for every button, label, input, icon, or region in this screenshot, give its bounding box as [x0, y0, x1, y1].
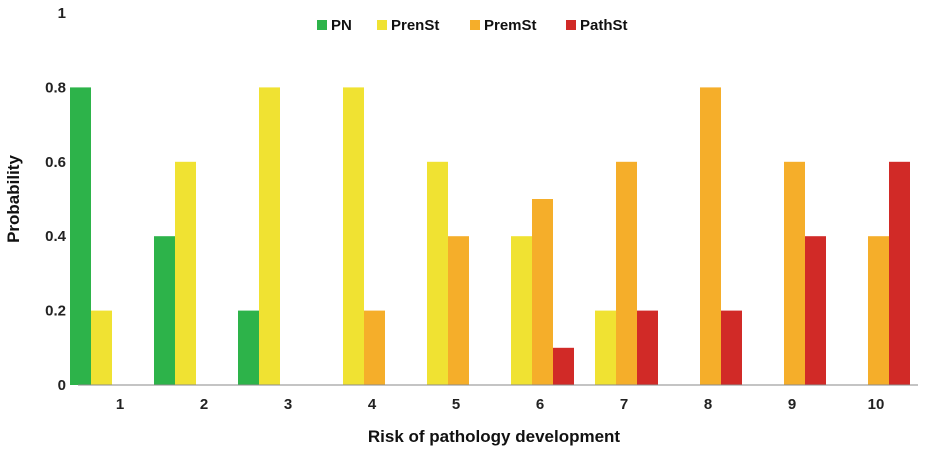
y-ticks: 0 0.2 0.4 0.6 0.8 1: [45, 5, 67, 394]
x-tick-label: 1: [116, 396, 124, 413]
bar-prenst-6: [511, 236, 532, 385]
bar-premst-9: [784, 161, 805, 385]
legend: PN PrenSt PremSt PathSt: [317, 17, 628, 34]
legend-swatch-prenst: [377, 20, 387, 30]
x-tick-label: 5: [452, 396, 460, 413]
bar-prenst-2: [175, 161, 196, 385]
bar-prenst-4: [343, 87, 364, 386]
bar-premst-4: [364, 310, 385, 385]
x-axis-title: Risk of pathology development: [368, 427, 621, 446]
bars: [70, 87, 910, 386]
bar-prenst-1: [91, 310, 112, 385]
bar-pathst-6: [553, 347, 574, 385]
bar-prenst-5: [427, 161, 448, 385]
bar-premst-6: [532, 199, 553, 385]
legend-swatch-pathst: [566, 20, 576, 30]
x-ticks: 1 2 3 4 5 6 7 8 9 10: [116, 396, 885, 413]
y-tick-label: 0.8: [45, 79, 66, 96]
legend-label-premst: PremSt: [484, 17, 537, 34]
y-axis-title: Probability: [4, 155, 23, 243]
y-tick-label: 0.2: [45, 303, 66, 320]
legend-label-pathst: PathSt: [580, 17, 628, 34]
bar-pathst-7: [637, 310, 658, 385]
x-tick-label: 9: [788, 396, 796, 413]
bar-pn-1: [70, 87, 91, 386]
bar-premst-8: [700, 87, 721, 386]
bar-prenst-7: [595, 310, 616, 385]
bar-prenst-3: [259, 87, 280, 386]
bar-pn-3: [238, 310, 259, 385]
x-tick-label: 6: [536, 396, 544, 413]
bar-premst-10: [868, 236, 889, 385]
y-tick-label: 1: [58, 5, 66, 22]
bar-premst-7: [616, 161, 637, 385]
y-tick-label: 0: [58, 377, 66, 394]
bar-premst-5: [448, 236, 469, 385]
y-tick-label: 0.6: [45, 154, 66, 171]
x-tick-label: 8: [704, 396, 712, 413]
bar-pathst-10: [889, 161, 910, 385]
legend-swatch-premst: [470, 20, 480, 30]
x-tick-label: 3: [284, 396, 292, 413]
legend-label-pn: PN: [331, 17, 352, 34]
y-tick-label: 0.4: [45, 228, 67, 245]
legend-label-prenst: PrenSt: [391, 17, 439, 34]
x-tick-label: 7: [620, 396, 628, 413]
x-tick-label: 2: [200, 396, 208, 413]
x-tick-label: 4: [368, 396, 377, 413]
bar-pathst-9: [805, 236, 826, 385]
bar-pathst-8: [721, 310, 742, 385]
x-tick-label: 10: [868, 396, 885, 413]
legend-swatch-pn: [317, 20, 327, 30]
bar-pn-2: [154, 236, 175, 385]
